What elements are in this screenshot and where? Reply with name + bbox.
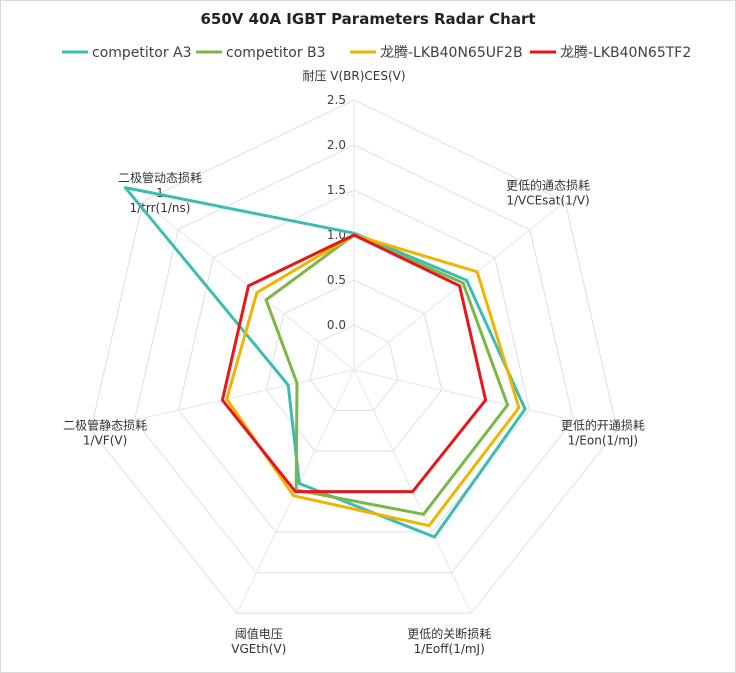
series-line-3 [220, 233, 488, 494]
series-line-1 [264, 233, 510, 516]
axis-label-1-line-0: 更低的通态损耗 [506, 177, 590, 192]
chart-title: 650V 40A IGBT Parameters Radar Chart [200, 10, 536, 28]
tick-label-4: 2.0 [327, 138, 346, 152]
axis-label-4-line-0: 阈值电压 [235, 626, 283, 641]
axis-label-3-line-0: 更低的关断损耗 [407, 626, 491, 641]
grid-ring-3 [177, 189, 531, 533]
axis-label-6-line-1: 1 [156, 186, 164, 200]
grid-ring-4 [134, 144, 574, 574]
legend-label-2: 龙腾-LKB40N65UF2B [380, 44, 523, 61]
axis-label-6-line-0: 二极管动态损耗 [118, 170, 202, 185]
legend-label-3: 龙腾-LKB40N65TF2 [560, 44, 691, 61]
tick-label-5: 2.5 [327, 93, 346, 107]
grid-ring-0 [309, 324, 399, 412]
axis-label-1-line-1: 1/VCEsat(1/V) [506, 193, 589, 207]
legend-label-1: competitor B3 [226, 45, 326, 61]
grid-ring-5 [90, 99, 618, 614]
series-line-2 [225, 233, 521, 528]
axis-label-5-line-1: 1/VF(V) [83, 434, 127, 448]
axis-label-5-line-0: 二极管静态损耗 [63, 418, 147, 433]
series-line-0 [123, 186, 527, 539]
tick-label-3: 1.5 [327, 183, 346, 197]
axis-label-0-line-0: 耐压 V(BR)CES(V) [302, 69, 405, 83]
axis-label-2-line-1: 1/Eon(1/mJ) [568, 434, 638, 448]
axis-label-2-line-0: 更低的开通损耗 [561, 418, 645, 433]
tick-label-0: 0.0 [327, 318, 346, 332]
axis-label-3-line-1: 1/Eoff(1/mJ) [414, 642, 485, 656]
grid-ring-1 [265, 279, 443, 452]
axis-label-4-line-1: VGEth(V) [231, 642, 286, 656]
tick-label-1: 0.5 [327, 273, 346, 287]
legend-label-0: competitor A3 [92, 45, 192, 61]
